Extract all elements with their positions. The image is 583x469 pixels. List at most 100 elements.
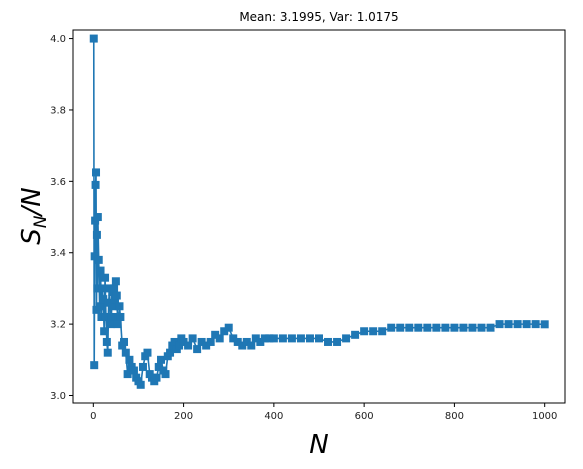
- x-tick-label: 200: [174, 411, 193, 422]
- data-point: [161, 370, 170, 379]
- x-tick-label: 800: [445, 411, 464, 422]
- data-point: [260, 334, 269, 343]
- data-point: [324, 337, 333, 346]
- data-point: [111, 277, 120, 286]
- data-point: [93, 284, 102, 293]
- data-point: [450, 323, 459, 332]
- data-point: [229, 334, 238, 343]
- data-point: [115, 302, 124, 311]
- data-point: [256, 337, 265, 346]
- x-tick-label: 0: [90, 411, 96, 422]
- data-point: [513, 320, 522, 329]
- data-point: [90, 252, 99, 261]
- data-point: [224, 323, 233, 332]
- data-point: [100, 327, 109, 336]
- x-tick-label: 400: [264, 411, 283, 422]
- data-point: [504, 320, 513, 329]
- plot-area: [89, 34, 549, 389]
- data-point: [129, 366, 138, 375]
- data-point: [113, 320, 122, 329]
- data-point: [154, 362, 163, 371]
- data-point: [166, 348, 175, 357]
- data-point: [94, 255, 103, 264]
- x-tick-label: 600: [355, 411, 374, 422]
- data-point: [93, 213, 102, 222]
- data-point: [138, 362, 147, 371]
- data-point: [540, 320, 549, 329]
- data-point: [101, 273, 110, 282]
- data-point: [238, 341, 247, 350]
- data-point: [468, 323, 477, 332]
- data-point: [206, 337, 215, 346]
- data-point: [423, 323, 432, 332]
- data-point: [477, 323, 486, 332]
- data-point: [112, 291, 121, 300]
- y-axis-label-tail: /N: [17, 187, 47, 217]
- data-point: [360, 327, 369, 336]
- y-tick-label: 3.6: [50, 177, 66, 188]
- data-point: [89, 34, 98, 43]
- y-axis-label: SN/N: [17, 187, 51, 244]
- y-tick-label: 3.4: [50, 248, 66, 259]
- axes-frame: [72, 29, 566, 404]
- data-point: [120, 337, 129, 346]
- data-point: [342, 334, 351, 343]
- data-point: [97, 312, 106, 321]
- data-point: [215, 334, 224, 343]
- y-tick-label: 4.0: [50, 34, 66, 45]
- data-point: [242, 337, 251, 346]
- data-point: [152, 373, 161, 382]
- data-point: [96, 266, 105, 275]
- data-point: [123, 370, 132, 379]
- data-point: [157, 355, 166, 364]
- data-point: [125, 355, 134, 364]
- data-point: [179, 337, 188, 346]
- data-point: [143, 348, 152, 357]
- data-point: [305, 334, 314, 343]
- data-point: [175, 341, 184, 350]
- data-point: [92, 168, 101, 177]
- data-point: [495, 320, 504, 329]
- data-point: [251, 334, 260, 343]
- data-point: [202, 341, 211, 350]
- data-point: [92, 230, 101, 239]
- data-point: [109, 302, 118, 311]
- data-point: [103, 348, 112, 357]
- x-axis-label: N: [309, 430, 328, 460]
- data-point: [91, 180, 100, 189]
- data-point: [396, 323, 405, 332]
- data-point: [107, 312, 116, 321]
- y-tick-label: 3.0: [50, 391, 66, 402]
- data-point: [106, 320, 115, 329]
- x-tick-label: 1000: [532, 411, 557, 422]
- y-tick-label: 3.8: [50, 105, 66, 116]
- data-point: [278, 334, 287, 343]
- data-point: [121, 348, 130, 357]
- data-point: [101, 312, 110, 321]
- data-point: [233, 337, 242, 346]
- data-point: [351, 330, 360, 339]
- data-point: [531, 320, 540, 329]
- data-point: [110, 284, 119, 293]
- data-point: [197, 337, 206, 346]
- data-point: [116, 312, 125, 321]
- data-point: [90, 361, 99, 370]
- data-point: [441, 323, 450, 332]
- y-tick-label: 3.2: [50, 320, 66, 331]
- data-point: [136, 380, 145, 389]
- data-point: [315, 334, 323, 343]
- data-point: [287, 334, 296, 343]
- data-point: [265, 334, 274, 343]
- data-point: [432, 323, 441, 332]
- data-point: [99, 295, 108, 304]
- y-axis-label-main: S: [17, 228, 47, 245]
- data-point: [522, 320, 531, 329]
- data-point: [405, 323, 414, 332]
- data-point: [193, 345, 202, 354]
- data-point: [378, 327, 387, 336]
- data-point: [184, 341, 193, 350]
- data-point: [188, 334, 197, 343]
- data-point: [414, 323, 423, 332]
